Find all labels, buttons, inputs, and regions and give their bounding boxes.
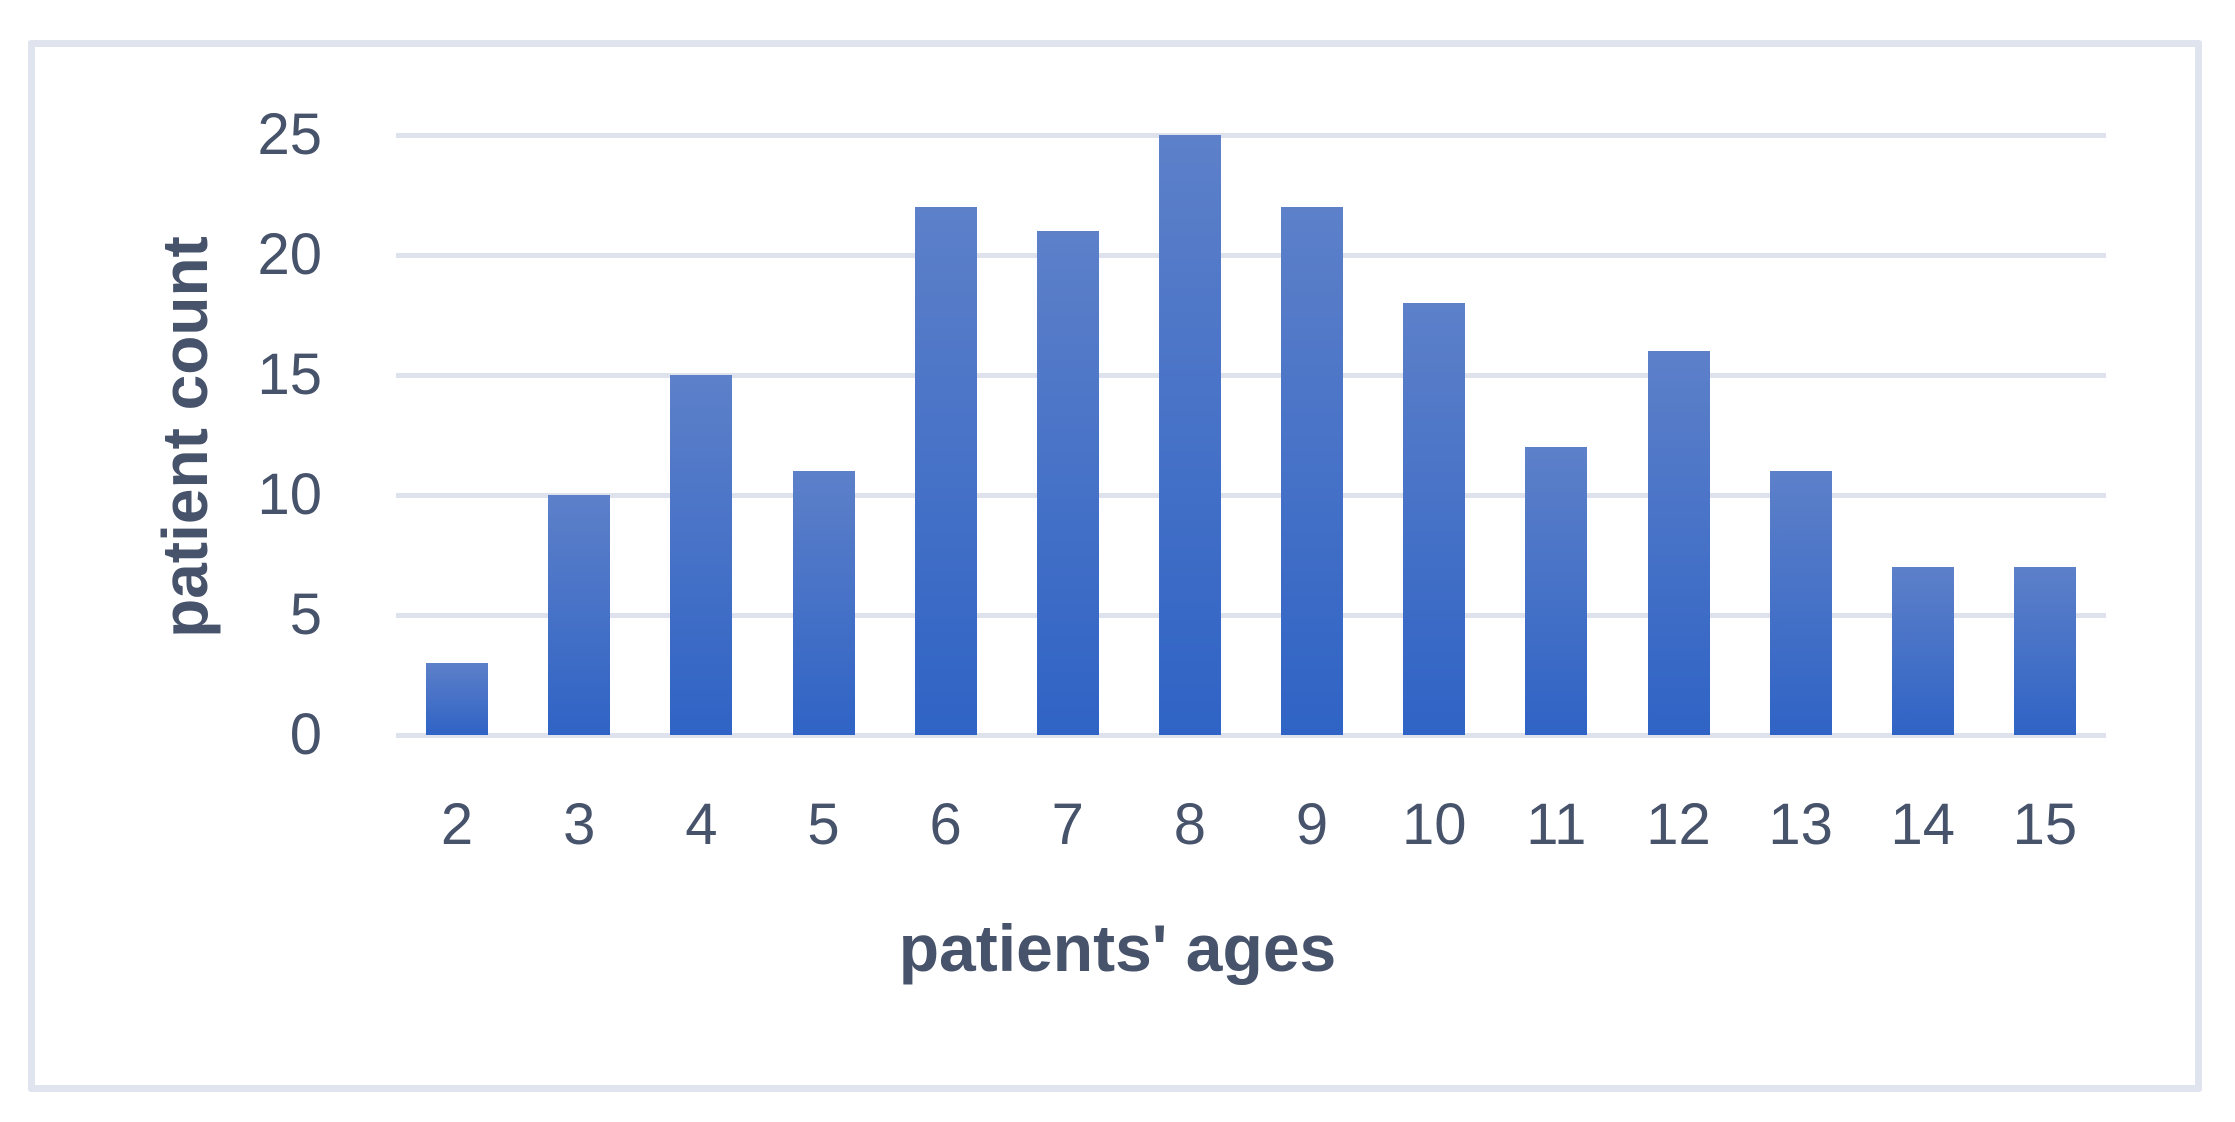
bar-age-2 bbox=[426, 663, 489, 735]
plot-area bbox=[396, 133, 2106, 738]
y-tick-label: 10 bbox=[257, 462, 322, 527]
bar-age-6 bbox=[914, 207, 977, 735]
gridline bbox=[396, 493, 2106, 498]
gridline bbox=[396, 373, 2106, 378]
y-tick-label: 5 bbox=[289, 582, 322, 647]
bar-age-13 bbox=[1769, 471, 1832, 735]
x-tick-label: 14 bbox=[1890, 792, 1956, 857]
x-tick-label: 9 bbox=[1295, 792, 1329, 857]
y-axis-title: patient count bbox=[149, 236, 221, 638]
x-axis-title: patients' ages bbox=[898, 911, 1337, 985]
bar-age-3 bbox=[548, 495, 611, 735]
x-tick-label: 7 bbox=[1051, 792, 1084, 857]
x-tick-label: 8 bbox=[1173, 792, 1207, 857]
y-tick-label: 15 bbox=[257, 342, 322, 407]
x-tick-label: 2 bbox=[440, 792, 474, 857]
chart-frame bbox=[28, 40, 2202, 1092]
bar-age-14 bbox=[1891, 567, 1954, 735]
x-tick-label: 12 bbox=[1646, 792, 1711, 857]
bar-age-7 bbox=[1036, 231, 1099, 735]
bar-age-4 bbox=[670, 375, 733, 735]
bar-age-12 bbox=[1647, 351, 1710, 735]
x-tick-label: 6 bbox=[929, 792, 962, 857]
gridline bbox=[396, 253, 2106, 258]
gridline bbox=[396, 613, 2106, 618]
bar-age-5 bbox=[792, 471, 855, 735]
x-tick-label: 3 bbox=[563, 792, 596, 857]
x-tick-label: 11 bbox=[1526, 792, 1587, 857]
bar-age-8 bbox=[1158, 135, 1221, 735]
bar-age-11 bbox=[1525, 447, 1588, 735]
y-tick-label: 25 bbox=[257, 102, 322, 167]
x-tick-label: 10 bbox=[1401, 792, 1467, 857]
x-tick-label: 4 bbox=[685, 792, 718, 857]
bar-age-9 bbox=[1281, 207, 1344, 735]
x-tick-label: 13 bbox=[1768, 792, 1833, 857]
gridline bbox=[396, 733, 2106, 738]
bar-age-15 bbox=[2013, 567, 2076, 735]
bar-age-10 bbox=[1403, 303, 1466, 735]
y-tick-label: 0 bbox=[289, 702, 322, 767]
gridline bbox=[396, 133, 2106, 138]
x-tick-label: 15 bbox=[2012, 792, 2078, 857]
y-tick-label: 20 bbox=[257, 222, 322, 287]
x-tick-label: 5 bbox=[807, 792, 840, 857]
